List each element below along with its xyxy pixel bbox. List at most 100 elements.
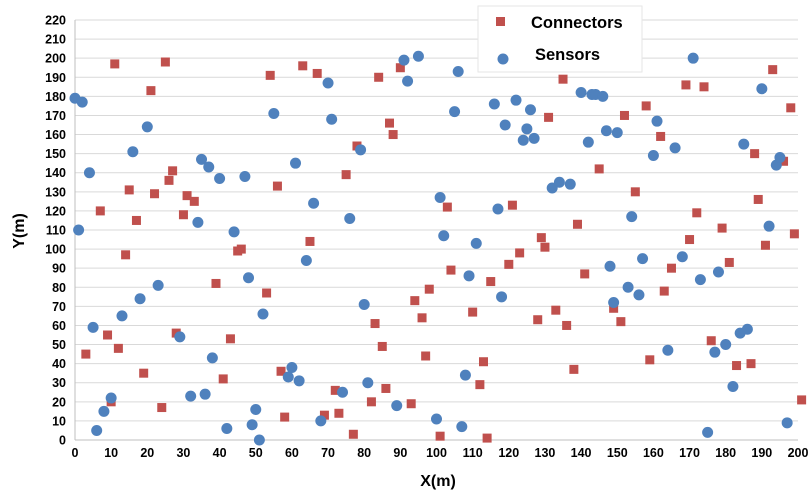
connector-point xyxy=(348,429,358,439)
legend-sensors-label: Sensors xyxy=(535,46,600,64)
sensor-point xyxy=(206,352,218,364)
sensor-point xyxy=(582,136,594,148)
sensor-point xyxy=(456,421,468,433)
sensor-point xyxy=(709,346,721,358)
x-tick-label: 180 xyxy=(715,446,736,460)
sensor-point xyxy=(185,390,197,402)
connector-point xyxy=(786,103,796,113)
y-tick-label: 110 xyxy=(46,224,66,238)
sensor-point xyxy=(174,331,186,343)
connector-point xyxy=(750,149,760,159)
sensor-point xyxy=(524,104,536,116)
sensor-point xyxy=(604,260,616,272)
sensor-point xyxy=(326,113,338,125)
sensor-point xyxy=(521,123,533,135)
connector-point xyxy=(131,215,141,225)
y-tick-label: 80 xyxy=(52,281,66,295)
x-tick-label: 140 xyxy=(571,446,592,460)
sensor-point xyxy=(243,272,255,284)
sensor-point xyxy=(192,216,204,228)
connector-point xyxy=(319,410,329,420)
sensor-point xyxy=(412,50,424,62)
y-tick-label: 130 xyxy=(45,185,66,199)
legend-connectors-marker xyxy=(496,17,505,26)
x-tick-label: 40 xyxy=(213,446,227,460)
sensor-point xyxy=(470,237,482,249)
connector-point xyxy=(236,244,246,254)
sensor-point xyxy=(637,253,649,265)
connector-point xyxy=(81,349,91,359)
connector-point xyxy=(225,334,235,344)
connector-point xyxy=(406,399,416,409)
connector-point xyxy=(468,307,478,317)
connector-point xyxy=(366,397,376,407)
sensor-point xyxy=(727,381,739,393)
sensor-point xyxy=(463,270,475,282)
sensor-point xyxy=(246,419,258,431)
connector-point xyxy=(395,63,405,73)
connector-point xyxy=(746,359,756,369)
y-tick-label: 200 xyxy=(45,52,66,66)
sensor-point xyxy=(669,142,681,154)
sensor-point xyxy=(781,417,793,429)
connector-point xyxy=(377,341,387,351)
sensor-point xyxy=(116,310,128,322)
y-tick-label: 100 xyxy=(45,243,66,257)
sensor-point xyxy=(87,321,99,333)
y-tick-label: 20 xyxy=(52,395,66,409)
x-tick-label: 70 xyxy=(321,446,335,460)
sensor-point xyxy=(221,423,233,435)
sensor-point xyxy=(608,297,620,309)
connector-point xyxy=(732,361,742,371)
connector-point xyxy=(385,118,395,128)
connector-point xyxy=(619,110,629,120)
connector-point xyxy=(630,187,640,197)
sensor-point xyxy=(358,298,370,310)
connector-point xyxy=(312,68,322,78)
connector-point xyxy=(189,196,199,206)
connector-point xyxy=(218,374,228,384)
sensor-point xyxy=(496,291,508,303)
sensor-point xyxy=(488,98,500,110)
tick-labels: 0102030405060708090100110120130140150160… xyxy=(45,14,808,461)
sensor-point xyxy=(553,176,565,188)
connector-point xyxy=(797,395,807,405)
connector-point xyxy=(609,303,619,313)
connector-point xyxy=(685,235,695,245)
connector-point xyxy=(182,191,192,201)
connector-point xyxy=(536,233,546,243)
connector-point xyxy=(507,200,517,210)
connector-point xyxy=(572,219,582,229)
sensor-point xyxy=(196,153,208,165)
connector-point xyxy=(103,330,113,340)
x-tick-label: 110 xyxy=(463,446,483,460)
sensor-point xyxy=(741,323,753,335)
sensor-point xyxy=(611,127,623,139)
sensor-point xyxy=(355,144,367,156)
connector-point xyxy=(569,364,579,374)
connector-point xyxy=(659,286,669,296)
sensor-point xyxy=(315,415,327,427)
connector-point xyxy=(580,269,590,279)
connector-point xyxy=(276,366,286,376)
sensor-point xyxy=(308,197,320,209)
sensor-point xyxy=(268,108,280,120)
sensor-point xyxy=(597,90,609,102)
x-tick-label: 80 xyxy=(357,446,371,460)
sensor-point xyxy=(763,220,775,232)
connector-point xyxy=(656,131,666,141)
connector-point xyxy=(717,223,727,233)
y-tick-label: 220 xyxy=(45,14,66,28)
sensor-point xyxy=(510,94,522,106)
connector-point xyxy=(789,229,799,239)
connector-point xyxy=(475,380,485,390)
connector-point xyxy=(760,240,770,250)
sensor-point xyxy=(449,106,461,118)
x-tick-label: 200 xyxy=(788,446,809,460)
connector-point xyxy=(666,263,676,273)
connector-point xyxy=(298,61,308,71)
y-tick-label: 140 xyxy=(45,166,66,180)
grid-layer xyxy=(75,19,798,422)
connector-point xyxy=(558,74,568,84)
x-tick-label: 100 xyxy=(426,446,447,460)
